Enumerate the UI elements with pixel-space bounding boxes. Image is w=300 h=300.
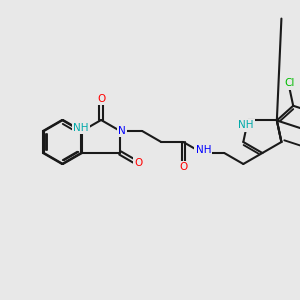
Text: NH: NH: [73, 123, 89, 133]
Text: O: O: [179, 162, 187, 172]
Text: Cl: Cl: [284, 79, 295, 88]
Text: NH: NH: [238, 121, 254, 130]
Text: O: O: [134, 158, 142, 168]
Text: N: N: [118, 126, 126, 136]
Text: O: O: [97, 94, 105, 104]
Text: NH: NH: [196, 145, 211, 155]
